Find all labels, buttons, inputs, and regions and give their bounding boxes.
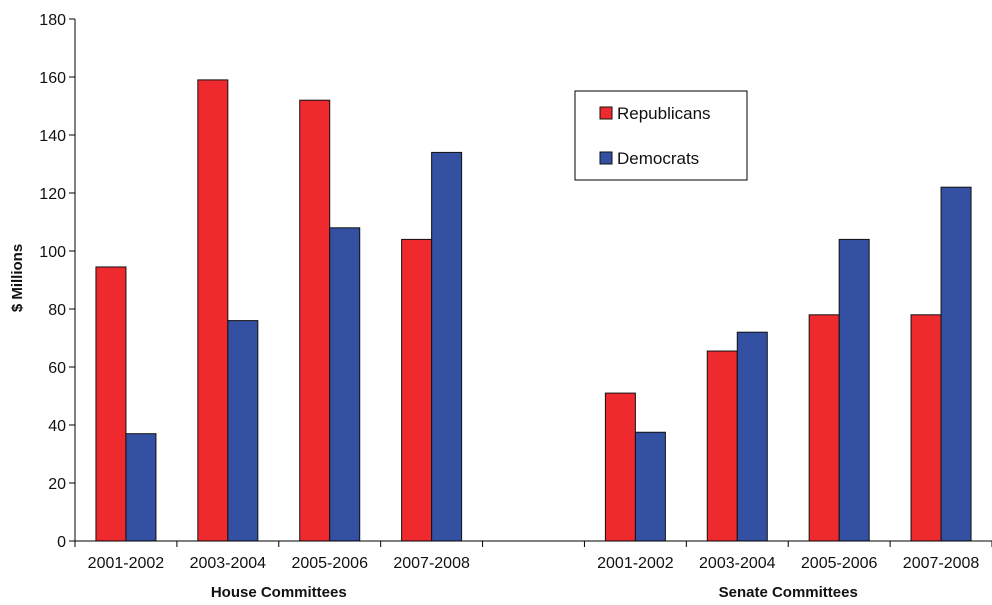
bar-republicans-1-0 (604, 392, 636, 542)
x-category-label: 2003-2004 (190, 555, 267, 572)
y-tick-label: 120 (39, 186, 66, 203)
x-category-label: 2003-2004 (699, 555, 776, 572)
bar-democrats-0-0 (125, 433, 157, 542)
bar-republicans-0-1 (197, 79, 229, 542)
group-labels: House Committees Senate Committees (211, 584, 858, 601)
bar-republicans-1-2 (808, 314, 840, 542)
legend-label-republicans: Republicans (617, 104, 711, 123)
y-tick-label: 160 (39, 70, 66, 87)
y-tick-label: 40 (48, 418, 66, 435)
x-category-label: 2001-2002 (597, 555, 674, 572)
legend-swatch-republicans (599, 106, 613, 120)
x-category-label: 2007-2008 (393, 555, 470, 572)
bar-democrats-0-3 (431, 151, 463, 542)
y-tick-label: 20 (48, 476, 66, 493)
bar-democrats-0-1 (227, 320, 259, 542)
bar-democrats-1-1 (736, 331, 768, 542)
bar-democrats-1-0 (634, 431, 666, 542)
category-labels: 2001-2002 2003-2004 2005-2006 2007-2008 2001… (74, 541, 992, 572)
legend-label-democrats: Democrats (617, 149, 699, 168)
x-category-label: 2007-2008 (903, 555, 980, 572)
bar-republicans-1-3 (910, 314, 942, 542)
y-tick-label: 100 (39, 244, 66, 261)
group-label: House Committees (211, 584, 347, 601)
y-tick-label: 80 (48, 302, 66, 319)
bar-democrats-1-3 (940, 186, 972, 542)
bar-republicans-0-2 (299, 99, 331, 542)
y-tick-label: 180 (39, 12, 66, 29)
group-label: Senate Committees (719, 584, 858, 601)
y-tick-label: 0 (57, 534, 66, 551)
bar-democrats-1-2 (838, 238, 870, 542)
x-category-label: 2005-2006 (801, 555, 878, 572)
x-category-label: 2005-2006 (291, 555, 368, 572)
y-tick-label: 140 (39, 128, 66, 145)
bar-democrats-0-2 (329, 227, 361, 542)
y-tick-label: 60 (48, 360, 66, 377)
plot-axes (74, 19, 992, 542)
x-category-label: 2001-2002 (88, 555, 165, 572)
legend: Republicans Democrats (574, 90, 748, 181)
y-axis-label: $ Millions (9, 244, 26, 312)
bars (95, 79, 972, 542)
bar-republicans-1-1 (706, 350, 738, 542)
legend-box (574, 90, 748, 181)
bar-republicans-0-0 (95, 266, 127, 542)
legend-swatch-democrats (599, 151, 613, 165)
bar-republicans-0-3 (401, 238, 433, 542)
y-axis-ticks: 0 20 40 60 80 100 120 140 160 180 (39, 12, 75, 551)
